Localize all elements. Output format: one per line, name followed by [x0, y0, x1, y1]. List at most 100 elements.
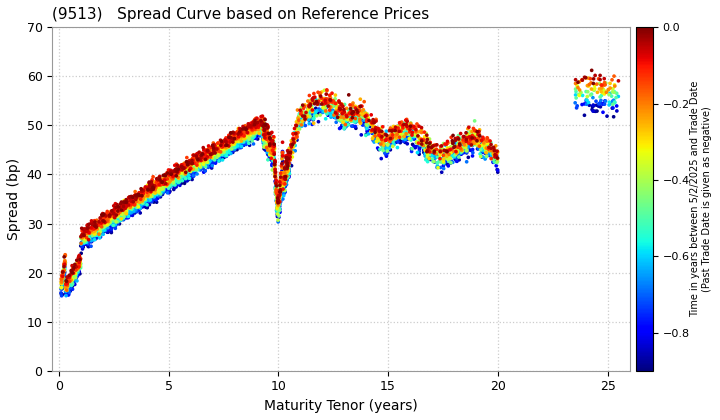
Point: [292, 115, 304, 121]
Point: [213, 148, 225, 155]
Point: [484, 150, 495, 156]
Point: [146, 186, 158, 193]
Point: [240, 138, 251, 145]
Point: [356, 108, 368, 114]
Point: [249, 130, 261, 136]
Point: [62, 276, 73, 283]
Point: [287, 154, 298, 160]
Point: [181, 169, 193, 176]
Point: [428, 142, 440, 149]
Point: [469, 140, 480, 147]
Point: [377, 135, 389, 142]
Point: [160, 188, 171, 194]
Point: [355, 116, 366, 122]
Point: [73, 263, 85, 270]
Point: [488, 145, 500, 152]
Point: [103, 210, 114, 216]
Point: [489, 153, 500, 160]
Point: [359, 119, 370, 126]
Point: [611, 94, 622, 101]
Point: [281, 158, 292, 165]
Point: [171, 178, 183, 184]
Point: [138, 196, 150, 203]
Point: [79, 236, 91, 242]
Point: [315, 94, 326, 101]
Point: [291, 118, 302, 125]
Point: [444, 156, 456, 163]
Point: [91, 217, 102, 223]
Point: [325, 99, 337, 105]
Point: [135, 204, 147, 210]
Point: [168, 172, 179, 178]
Point: [597, 86, 608, 92]
Point: [159, 186, 171, 192]
Point: [319, 97, 330, 104]
Point: [125, 202, 136, 209]
Point: [257, 137, 269, 144]
Point: [163, 177, 174, 184]
Point: [138, 186, 150, 192]
Point: [472, 145, 483, 152]
Point: [243, 137, 254, 144]
Point: [456, 151, 467, 158]
Point: [109, 213, 120, 219]
Point: [133, 207, 145, 214]
Point: [154, 176, 166, 183]
Point: [151, 183, 163, 189]
Point: [461, 147, 472, 154]
Point: [74, 265, 86, 271]
Point: [470, 139, 482, 146]
Point: [110, 218, 122, 225]
Point: [311, 98, 323, 105]
Point: [279, 164, 291, 171]
Point: [91, 229, 102, 236]
Point: [570, 88, 582, 95]
Point: [477, 154, 488, 160]
Point: [90, 226, 102, 232]
Point: [126, 204, 138, 210]
Point: [443, 145, 454, 152]
Point: [388, 139, 400, 146]
Point: [586, 67, 598, 74]
Point: [205, 144, 217, 151]
Point: [248, 129, 260, 136]
Point: [139, 190, 150, 197]
Point: [172, 175, 184, 181]
Point: [259, 144, 271, 151]
Point: [248, 123, 260, 130]
Point: [281, 174, 292, 181]
Point: [438, 163, 449, 169]
Point: [172, 176, 184, 183]
Point: [278, 191, 289, 197]
Point: [184, 163, 195, 169]
Point: [384, 126, 396, 133]
Point: [259, 135, 271, 142]
Point: [139, 201, 150, 207]
Point: [140, 184, 151, 190]
Point: [361, 113, 373, 119]
Point: [158, 179, 170, 186]
Point: [130, 205, 141, 212]
Point: [258, 139, 270, 146]
Point: [220, 148, 231, 155]
Point: [268, 150, 279, 157]
Point: [284, 153, 295, 160]
Point: [259, 125, 271, 132]
Point: [84, 233, 96, 239]
Point: [246, 134, 258, 140]
Point: [323, 103, 335, 110]
Point: [277, 176, 289, 183]
Point: [265, 139, 276, 145]
Point: [441, 148, 453, 155]
Point: [477, 142, 489, 149]
Point: [596, 81, 608, 88]
Point: [572, 79, 584, 86]
Point: [99, 223, 110, 230]
Point: [204, 150, 215, 157]
Point: [487, 144, 499, 151]
Point: [221, 139, 233, 146]
Point: [339, 111, 351, 118]
Point: [448, 150, 459, 157]
Point: [171, 168, 183, 175]
Point: [194, 149, 205, 156]
